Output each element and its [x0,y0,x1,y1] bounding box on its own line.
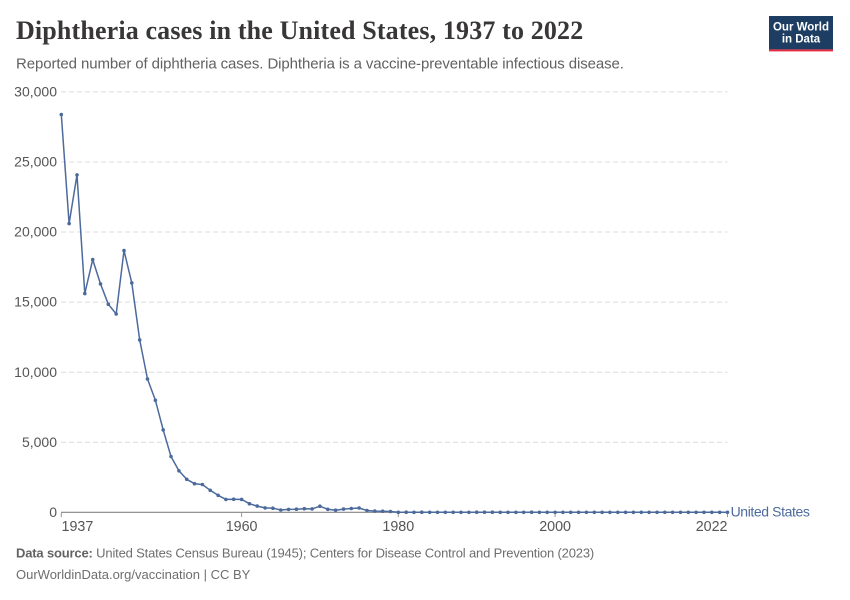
svg-text:OurWorldinData.org/vaccination: OurWorldinData.org/vaccination | CC BY [16,567,251,582]
svg-text:1980: 1980 [382,519,414,535]
svg-text:20,000: 20,000 [14,224,57,240]
svg-text:15,000: 15,000 [14,294,57,310]
svg-text:0: 0 [49,504,57,520]
svg-text:30,000: 30,000 [14,84,57,100]
svg-text:5,000: 5,000 [22,434,57,450]
svg-text:25,000: 25,000 [14,154,57,170]
svg-text:2022: 2022 [696,519,728,535]
svg-text:Our World: Our World [773,22,829,34]
svg-text:1937: 1937 [62,519,94,535]
svg-text:2000: 2000 [539,519,571,535]
svg-text:United States: United States [731,504,810,520]
svg-text:Diphtheria cases in the United: Diphtheria cases in the United States, 1… [16,16,583,45]
svg-text:Data source: United States Cen: Data source: United States Census Bureau… [16,545,594,560]
svg-text:1960: 1960 [226,519,258,535]
svg-text:Reported number of diphtheria: Reported number of diphtheria cases. Dip… [16,55,624,72]
svg-text:in Data: in Data [782,33,821,45]
svg-text:10,000: 10,000 [14,364,57,380]
